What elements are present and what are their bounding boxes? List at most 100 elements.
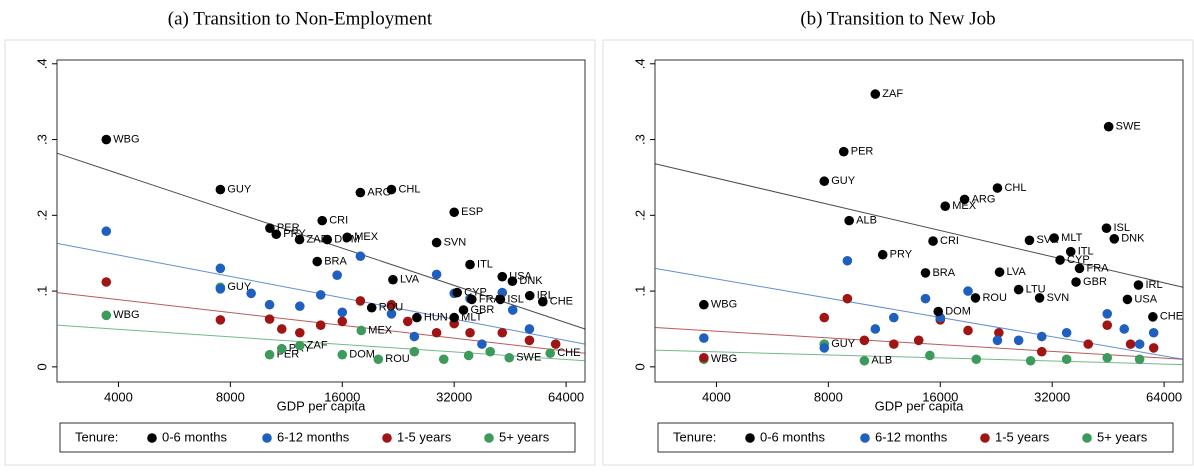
point: [386, 309, 397, 319]
point: [386, 299, 397, 310]
point: [1134, 354, 1145, 365]
legend-title: Tenure:: [673, 429, 716, 444]
point: [388, 274, 398, 285]
point-label: ZAF: [307, 340, 328, 352]
point: [356, 325, 367, 336]
point: [431, 327, 442, 338]
point: [1013, 335, 1024, 346]
y-tick-label: .2: [632, 210, 647, 221]
point: [264, 349, 275, 360]
point-label: PRY: [890, 249, 913, 261]
point-label: GBR: [1083, 276, 1107, 288]
point: [215, 315, 226, 325]
point: [992, 335, 1003, 346]
point-label: BRA: [932, 267, 955, 279]
point: [994, 327, 1004, 338]
x-axis-label: GDP per capita: [875, 398, 964, 413]
legend-marker: [147, 433, 157, 443]
legend-title: Tenure:: [75, 429, 118, 444]
panel: (b) Transition to New Job 0 .1 .2 .3 .4 4000 80…: [602, 8, 1194, 466]
point-label: LVA: [1007, 266, 1027, 278]
point: [402, 316, 413, 327]
trend-line: [654, 267, 1184, 360]
point: [438, 354, 449, 365]
point-label: ALB: [856, 215, 877, 227]
legend-label: 6-12 months: [875, 429, 948, 444]
point-label: SVN: [1047, 292, 1070, 304]
point: [1148, 327, 1159, 338]
x-tick-label: 64000: [1146, 389, 1182, 404]
point-label: MLT: [461, 312, 482, 324]
point: [1025, 355, 1036, 366]
x-tick-label: 4000: [104, 389, 133, 404]
point: [485, 346, 496, 357]
point-label: ROU: [385, 353, 410, 365]
point: [913, 335, 924, 346]
y-tick-label: .4: [34, 58, 49, 69]
x-tick-label: 8000: [814, 389, 843, 404]
point: [1061, 327, 1072, 338]
point: [1083, 339, 1094, 349]
point: [1036, 346, 1047, 357]
point: [1065, 246, 1076, 257]
point: [312, 256, 323, 267]
point: [963, 286, 973, 296]
point-label: ZAF: [882, 88, 903, 100]
legend-marker: [1082, 433, 1092, 443]
point: [295, 340, 305, 351]
point: [1036, 331, 1047, 342]
point: [1119, 324, 1130, 334]
point: [959, 194, 970, 205]
y-tick-label: .4: [632, 58, 647, 69]
point: [295, 301, 305, 312]
point: [101, 310, 112, 321]
point: [101, 277, 112, 287]
point: [889, 339, 899, 349]
point-label: CHE: [550, 296, 573, 308]
point-label: GUY: [227, 281, 252, 293]
point-label: ISL: [1114, 222, 1131, 234]
legend-label: 1-5 years: [397, 429, 452, 444]
point: [933, 306, 944, 317]
point: [276, 343, 287, 354]
point: [1049, 233, 1059, 243]
point-label: ROU: [982, 292, 1007, 304]
panel: (a) Transition to Non-Employment 0 .1 .2 .3.…: [4, 8, 596, 466]
y-tick-label: .2: [34, 210, 49, 221]
point-label: ARG: [972, 193, 996, 205]
point: [819, 312, 830, 323]
panel-title: (b) Transition to New Job: [800, 8, 995, 29]
point: [545, 348, 556, 359]
point: [101, 226, 112, 237]
x-tick-label: 8000: [216, 389, 245, 404]
point-label: SWE: [1116, 121, 1141, 133]
trend-line: [56, 324, 586, 362]
x-tick-label: 4000: [702, 389, 731, 404]
point: [452, 287, 462, 298]
panel-border: [4, 39, 596, 466]
point: [699, 352, 709, 363]
point-label: ITL: [1078, 246, 1094, 258]
point: [366, 302, 377, 313]
point: [265, 223, 275, 233]
point: [994, 267, 1005, 277]
point: [537, 296, 548, 307]
point: [819, 176, 830, 187]
point: [870, 324, 881, 334]
point: [477, 339, 487, 349]
point-label: CHE: [557, 347, 580, 359]
point: [1061, 354, 1072, 365]
point-label: LTU: [1026, 283, 1046, 295]
point-label: SVN: [444, 236, 467, 248]
point-label: ZAF: [307, 233, 328, 245]
point-label: PER: [851, 146, 874, 158]
point: [1102, 309, 1113, 319]
point-label: PER: [277, 222, 300, 234]
y-tick-label: .3: [34, 134, 49, 145]
point: [940, 201, 951, 212]
point-label: WBG: [711, 299, 737, 311]
point: [524, 324, 535, 334]
point: [465, 327, 475, 338]
point: [699, 333, 709, 343]
point: [467, 294, 477, 305]
